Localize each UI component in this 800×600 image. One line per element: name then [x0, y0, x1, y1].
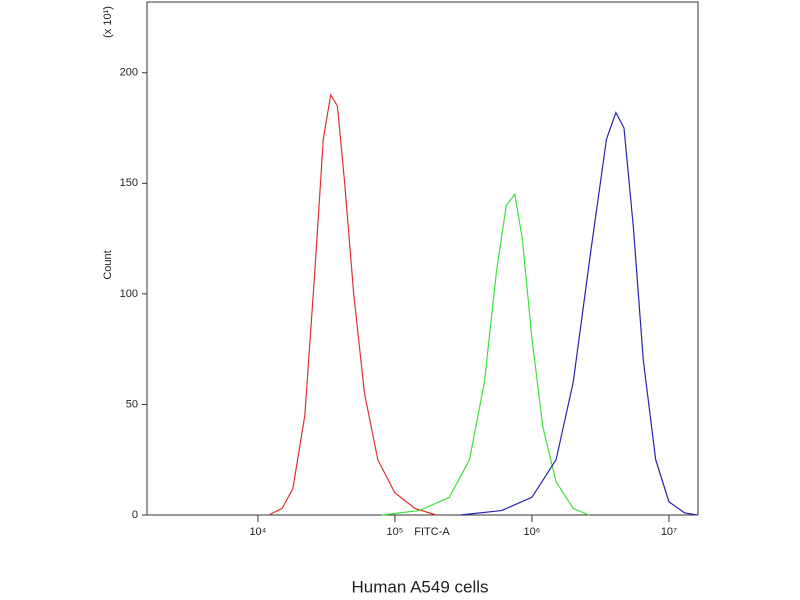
histogram-line — [268, 93, 437, 516]
y-tick-label: 150 — [120, 177, 138, 189]
y-axis-label: Count — [102, 250, 114, 279]
histogram-line — [460, 111, 698, 516]
y-tick-label: 0 — [132, 509, 138, 521]
histogram-line — [381, 192, 590, 516]
x-tick-label: 10⁵ — [387, 526, 404, 538]
y-tick-label: 100 — [120, 288, 138, 300]
x-axis-label: FITC-A — [414, 526, 450, 538]
plot-frame — [146, 1, 699, 516]
y-tick-label: 200 — [120, 67, 138, 79]
x-tick-label: 10⁴ — [249, 526, 266, 538]
x-tick-label: 10⁶ — [524, 526, 541, 538]
y-tick-label: 50 — [126, 398, 138, 410]
caption: Human A549 cells — [351, 577, 488, 596]
y-multiplier: (x 10¹) — [102, 6, 114, 38]
x-tick-label: 10⁷ — [661, 526, 677, 538]
